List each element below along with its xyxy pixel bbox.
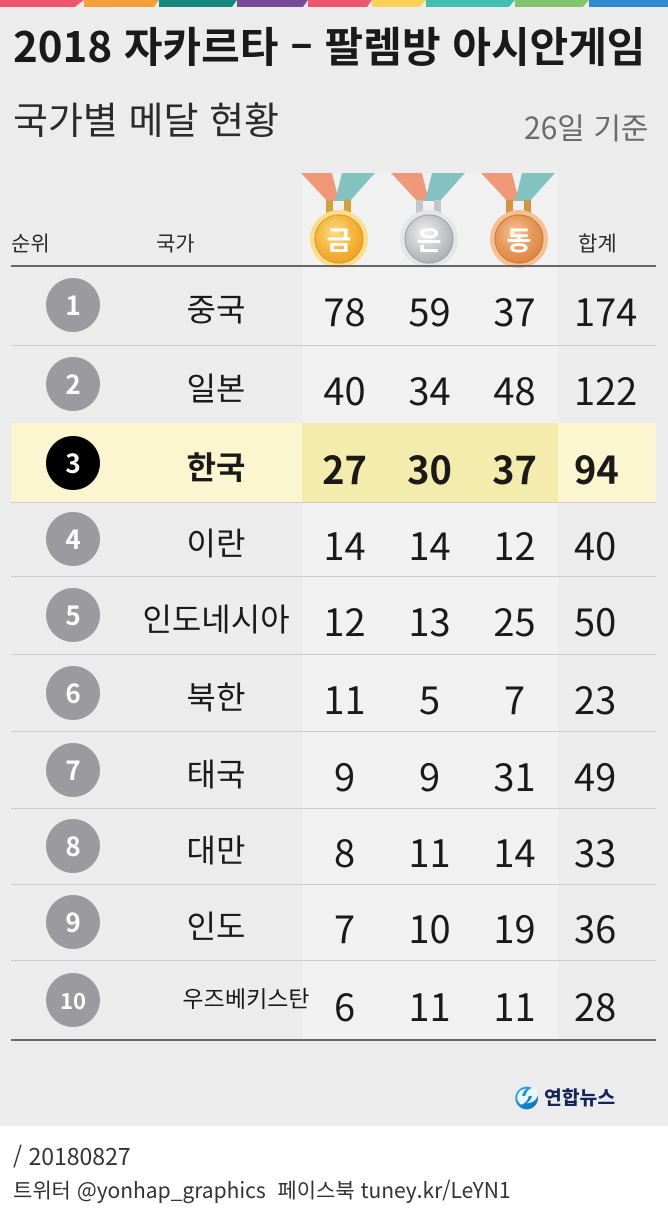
svg-text:금: 금	[327, 219, 352, 258]
svg-text:은: 은	[417, 219, 442, 258]
svg-text:동: 동	[507, 219, 532, 258]
svg-text:연합뉴스: 연합뉴스	[544, 1083, 615, 1111]
